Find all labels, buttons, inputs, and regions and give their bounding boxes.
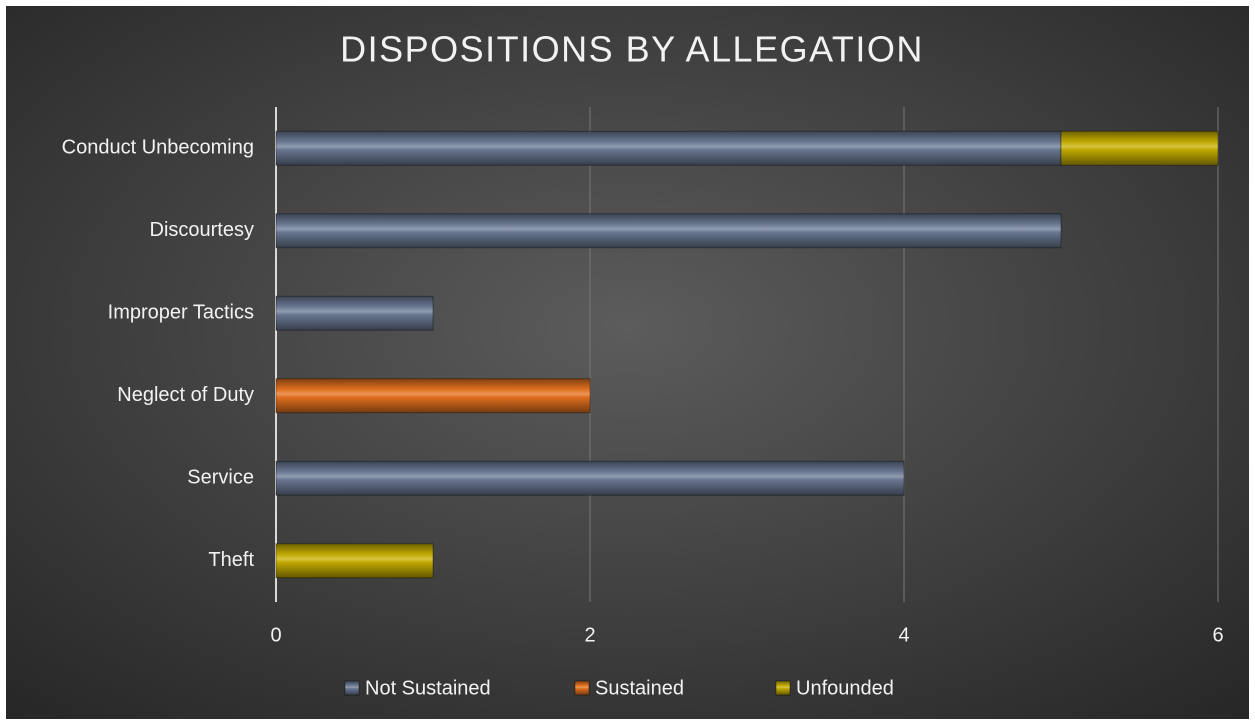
x-tick-label: 0 [270, 624, 281, 646]
bar [275, 295, 434, 331]
y-tick-label: Discourtesy [150, 219, 254, 241]
legend-marker [574, 680, 590, 696]
bar [1060, 130, 1219, 166]
chart-title: DISPOSITIONS BY ALLEGATION [340, 29, 924, 70]
bar [275, 543, 434, 579]
legend-marker [344, 680, 360, 696]
y-tick-label: Theft [208, 549, 254, 571]
bar [275, 460, 905, 496]
x-tick-label: 2 [584, 624, 595, 646]
bar [275, 130, 1062, 166]
x-tick-label: 4 [898, 624, 909, 646]
bar [275, 213, 1062, 249]
y-tick-label: Conduct Unbecoming [62, 137, 254, 159]
y-tick-label: Improper Tactics [108, 302, 254, 324]
y-tick-label: Neglect of Duty [117, 384, 254, 406]
bar [275, 378, 591, 414]
y-tick-label: Service [187, 467, 254, 489]
legend-label: Sustained [595, 677, 684, 699]
legend-marker [775, 680, 791, 696]
legend-label: Unfounded [796, 677, 894, 699]
legend-label: Not Sustained [365, 677, 491, 699]
x-tick-label: 6 [1212, 624, 1223, 646]
background [6, 6, 1249, 719]
